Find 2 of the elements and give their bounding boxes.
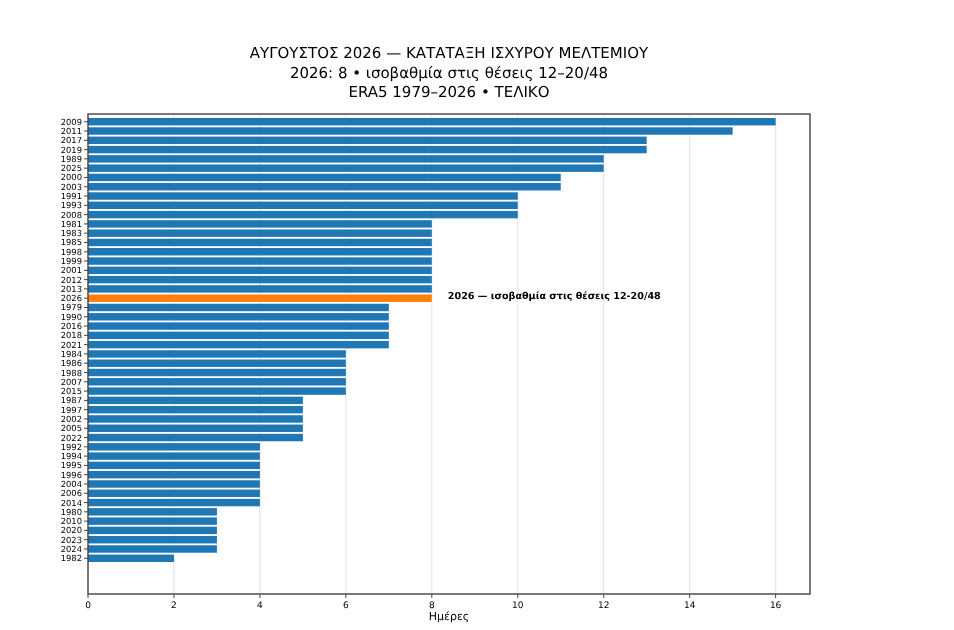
bar (88, 303, 389, 312)
bar (88, 294, 432, 302)
